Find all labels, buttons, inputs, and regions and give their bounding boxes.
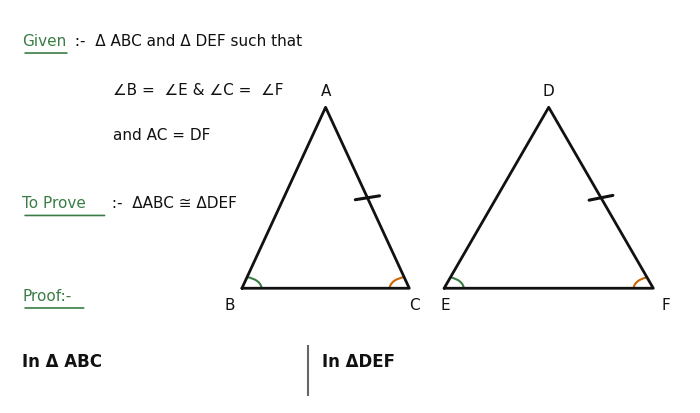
Text: Proof:-: Proof:-: [22, 288, 71, 303]
Text: B: B: [224, 298, 234, 313]
Text: In Δ ABC: In Δ ABC: [22, 353, 102, 370]
Text: In ΔDEF: In ΔDEF: [322, 353, 395, 370]
Text: :-  ΔABC ≅ ΔDEF: :- ΔABC ≅ ΔDEF: [107, 196, 237, 211]
Text: Given: Given: [22, 33, 66, 49]
Text: A: A: [321, 84, 331, 99]
Text: and AC = DF: and AC = DF: [113, 128, 210, 143]
Text: :-  Δ ABC and Δ DEF such that: :- Δ ABC and Δ DEF such that: [70, 33, 302, 49]
Text: C: C: [410, 298, 420, 313]
Text: E: E: [441, 298, 450, 313]
Text: D: D: [542, 84, 554, 99]
Text: ∠B =  ∠E & ∠C =  ∠F: ∠B = ∠E & ∠C = ∠F: [113, 83, 284, 98]
Text: F: F: [662, 298, 670, 313]
Text: To Prove: To Prove: [22, 196, 86, 211]
